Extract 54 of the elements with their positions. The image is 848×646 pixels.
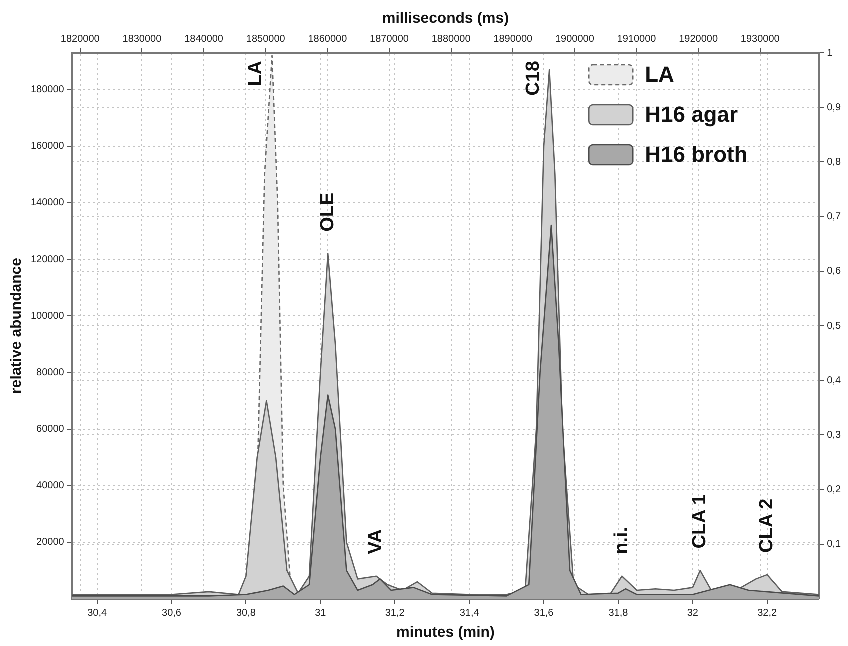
- annotation: LA: [246, 60, 266, 86]
- x-tick-label: 31,2: [385, 608, 406, 619]
- y2-tick-label: 0,9: [827, 102, 842, 114]
- x-tick-label: 31,6: [534, 608, 554, 619]
- x2-tick-label: 1850000: [246, 34, 286, 45]
- x2-tick-label: 1830000: [122, 34, 162, 45]
- y-tick-label: 20000: [36, 537, 65, 548]
- y-tick-label: 80000: [36, 367, 65, 378]
- y2-tick-label: 0,7: [827, 212, 842, 223]
- legend-label: H16 broth: [645, 142, 748, 168]
- y-tick-label: 180000: [30, 84, 65, 96]
- y-tick-label: 100000: [30, 310, 65, 322]
- x-tick-label: 30,4: [88, 608, 108, 619]
- x-tick-label: 31: [315, 608, 327, 619]
- y2-tick-label: 0,1: [827, 539, 842, 550]
- annotation: n.i.: [611, 526, 632, 554]
- x-tick-label: 32: [687, 608, 699, 619]
- y2-tick-label: 0,8: [827, 156, 842, 168]
- x-axis-title: minutes (min): [396, 624, 495, 642]
- x2-tick-label: 1820000: [60, 34, 100, 45]
- annotation: VA: [366, 529, 387, 554]
- y2-tick-label: 0,3: [827, 430, 842, 441]
- annotation: OLE: [317, 192, 338, 232]
- x2-tick-label: 1860000: [308, 34, 348, 45]
- x2-axis-title: milliseconds (ms): [382, 10, 510, 28]
- y2-tick-label: 0,5: [827, 320, 842, 332]
- x-tick-label: 32,2: [758, 608, 778, 619]
- y2-tick-label: 1: [827, 48, 834, 59]
- x2-tick-label: 1890000: [494, 34, 534, 45]
- annotation: C18: [522, 60, 544, 96]
- x2-tick-label: 1930000: [740, 34, 780, 45]
- x2-tick-label: 1920000: [679, 34, 718, 45]
- x2-tick-label: 1900000: [555, 34, 595, 45]
- x-tick-label: 30,8: [236, 608, 256, 619]
- x2-tick-label: 1910000: [617, 34, 657, 45]
- annotation: CLA 1: [690, 494, 711, 549]
- y2-tick-label: 0,6: [827, 266, 842, 278]
- y2-tick-label: 0,2: [827, 484, 842, 496]
- y-axis-title: relative abundance: [8, 258, 26, 394]
- x-tick-label: 31,8: [608, 608, 629, 619]
- x-tick-label: 30,6: [162, 608, 182, 619]
- x2-tick-label: 1880000: [432, 34, 472, 45]
- y-tick-label: 140000: [30, 198, 65, 209]
- x2-tick-label: 1870000: [370, 34, 410, 45]
- legend-label: H16 agar: [645, 102, 738, 128]
- y-tick-label: 160000: [30, 141, 65, 152]
- y-tick-label: 60000: [36, 424, 65, 436]
- y-tick-label: 120000: [30, 254, 65, 266]
- x2-tick-label: 1840000: [184, 34, 224, 45]
- annotation: CLA 2: [756, 498, 778, 553]
- y2-tick-label: 0,4: [827, 375, 842, 386]
- legend-label: LA: [645, 62, 675, 88]
- x-tick-label: 31,4: [460, 608, 480, 619]
- y-tick-label: 40000: [36, 480, 65, 492]
